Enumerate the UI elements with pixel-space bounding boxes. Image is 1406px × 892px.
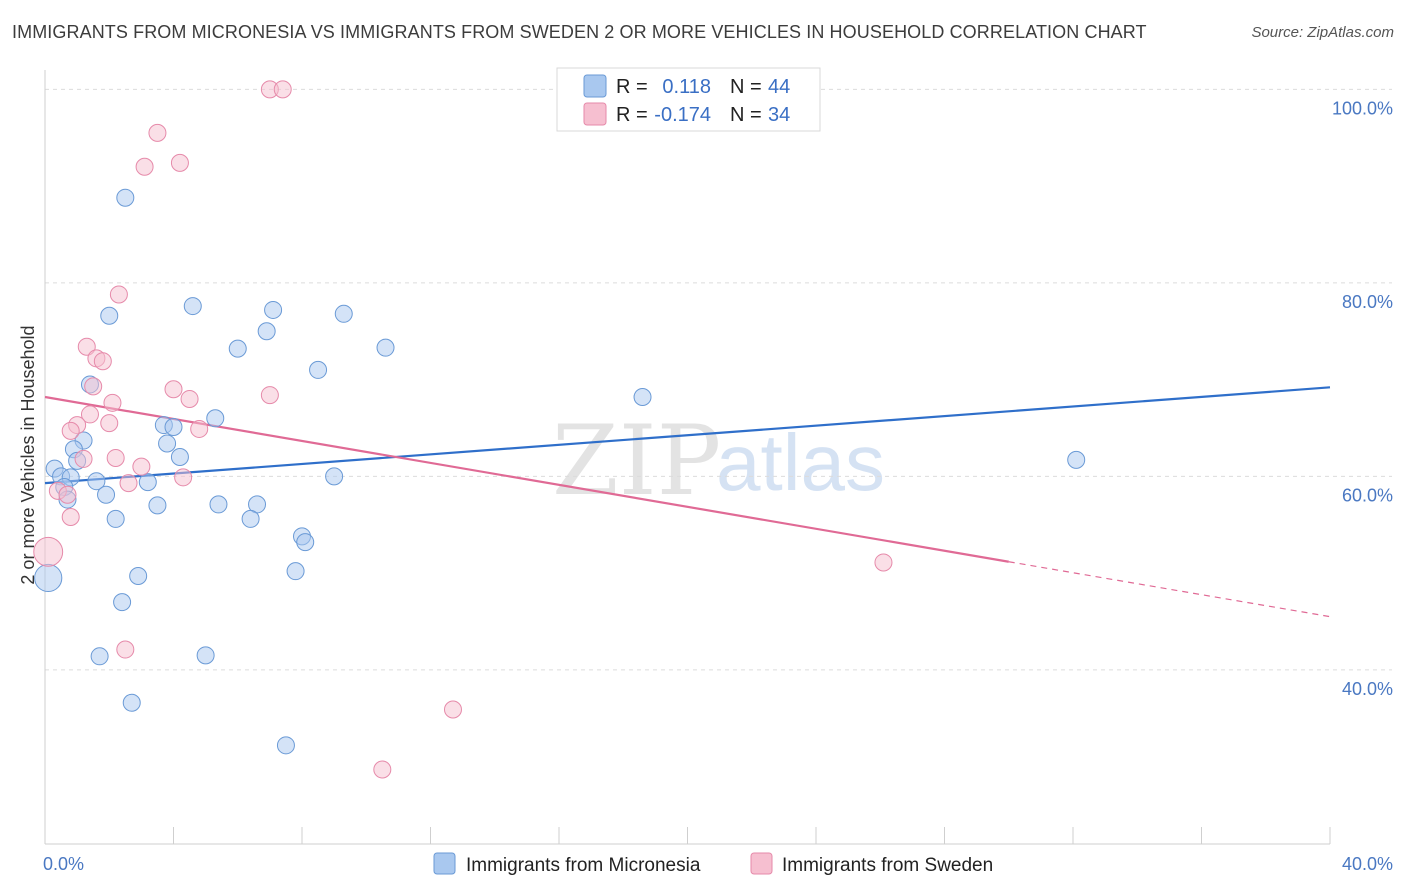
bottom-legend-label-sweden: Immigrants from Sweden: [782, 855, 993, 876]
data-point-micronesia: [122, 693, 141, 712]
data-point-micronesia: [116, 188, 135, 207]
data-point-sweden: [119, 474, 138, 493]
legend-swatch-sweden: [583, 102, 607, 126]
data-point-sweden: [93, 352, 112, 371]
y-axis-label: 2 or more Vehicles in Household: [18, 325, 38, 584]
data-point-sweden: [74, 449, 93, 468]
y-tick-label: 80.0%: [1342, 292, 1393, 312]
data-point-sweden: [260, 386, 279, 405]
data-point-sweden: [103, 393, 122, 412]
source-label: Source: ZipAtlas.com: [1251, 24, 1394, 41]
data-point-sweden: [148, 123, 167, 142]
data-point-sweden: [61, 421, 80, 440]
bottom-legend: Immigrants from Micronesia Immigrants fr…: [433, 852, 993, 876]
legend-r-label-sweden: R =: [616, 104, 648, 126]
data-point-sweden: [106, 448, 125, 467]
data-point-micronesia: [170, 448, 189, 466]
data-point-micronesia: [264, 300, 283, 319]
legend-swatch-micronesia: [583, 74, 607, 98]
data-point-micronesia: [90, 647, 109, 666]
y-tick-label: 40.0%: [1342, 679, 1393, 699]
data-point-micronesia: [209, 495, 228, 514]
data-point-sweden: [77, 337, 96, 356]
trend-line-micronesia: [44, 386, 1331, 485]
data-point-sweden: [874, 553, 893, 572]
data-point-sweden: [109, 285, 128, 304]
data-point-micronesia: [241, 509, 260, 528]
legend-n-label-micronesia: N =: [730, 76, 762, 98]
watermark-atlas: atlas: [716, 418, 885, 507]
data-point-micronesia: [228, 339, 247, 358]
bottom-legend-swatch-micronesia: [433, 852, 456, 875]
data-point-micronesia: [196, 646, 215, 665]
data-point-sweden: [58, 485, 77, 504]
data-point-sweden: [174, 468, 193, 487]
data-point-micronesia: [334, 304, 353, 323]
data-point-sweden: [33, 536, 64, 567]
legend-n-value-sweden: 34: [768, 104, 790, 126]
data-point-sweden: [84, 377, 103, 396]
data-point-micronesia: [183, 297, 202, 316]
data-point-sweden: [100, 414, 119, 433]
legend-n-label-sweden: N =: [730, 104, 762, 126]
data-points: [33, 80, 1086, 779]
chart-title: IMMIGRANTS FROM MICRONESIA VS IMMIGRANTS…: [12, 22, 1147, 42]
data-point-micronesia: [106, 509, 125, 528]
data-point-micronesia: [1067, 450, 1086, 469]
data-point-micronesia: [34, 563, 63, 593]
data-point-sweden: [170, 153, 189, 172]
data-point-micronesia: [100, 306, 119, 325]
legend-r-value-micronesia: 0.118: [662, 76, 711, 98]
data-point-micronesia: [113, 593, 132, 612]
data-point-micronesia: [276, 736, 295, 755]
data-point-micronesia: [97, 485, 116, 504]
data-point-sweden: [164, 380, 183, 399]
x-tick-label-start: 0.0%: [43, 854, 84, 874]
data-point-sweden: [61, 507, 80, 526]
data-point-sweden: [190, 419, 209, 438]
data-point-sweden: [443, 700, 462, 719]
data-point-micronesia: [633, 388, 652, 407]
data-point-micronesia: [164, 418, 183, 437]
y-tick-label: 60.0%: [1342, 485, 1393, 505]
x-tick-label-end: 40.0%: [1342, 854, 1393, 874]
bottom-legend-swatch-sweden: [750, 852, 773, 875]
data-point-micronesia: [309, 360, 328, 379]
data-point-micronesia: [148, 496, 167, 515]
legend-r-label-micronesia: R =: [616, 76, 648, 98]
bottom-legend-label-micronesia: Immigrants from Micronesia: [466, 855, 701, 876]
data-point-micronesia: [257, 322, 276, 341]
legend-r-value-sweden: -0.174: [654, 104, 711, 126]
data-point-micronesia: [296, 533, 315, 552]
data-point-micronesia: [376, 338, 395, 357]
trend-line-extension-sweden: [1008, 561, 1331, 618]
legend: R = 0.118 N = 44 R = -0.174 N = 34: [556, 67, 821, 132]
legend-n-value-micronesia: 44: [768, 76, 790, 98]
axes: 0.0% 40.0%: [43, 70, 1393, 874]
data-point-sweden: [180, 389, 199, 408]
data-point-sweden: [132, 457, 151, 476]
data-point-micronesia: [206, 409, 225, 428]
watermark: ZIP atlas: [552, 405, 885, 517]
data-point-sweden: [80, 405, 99, 424]
gridlines: 40.0% 60.0% 80.0% 100.0%: [45, 88, 1393, 699]
data-point-micronesia: [87, 472, 106, 491]
data-point-micronesia: [325, 467, 344, 486]
data-point-micronesia: [129, 567, 148, 586]
data-point-micronesia: [286, 562, 305, 581]
data-point-micronesia: [138, 473, 157, 492]
data-point-sweden: [116, 640, 135, 659]
y-tick-label: 100.0%: [1332, 98, 1393, 118]
data-point-micronesia: [158, 434, 177, 453]
data-point-sweden: [273, 80, 292, 99]
data-point-sweden: [373, 760, 392, 779]
watermark-zip: ZIP: [552, 405, 721, 517]
data-point-sweden: [135, 157, 154, 176]
